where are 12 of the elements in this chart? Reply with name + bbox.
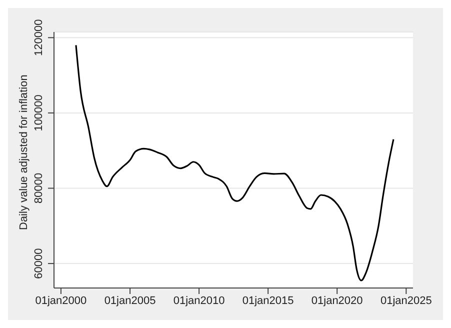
x-tick-label: 01jan2025 xyxy=(380,294,432,307)
y-axis-title: Daily value adjusted for inflation xyxy=(18,74,30,230)
x-tick-label: 01jan2015 xyxy=(242,294,294,307)
x-tick-label: 01jan2005 xyxy=(104,294,156,307)
x-tick-label: 01jan2000 xyxy=(35,294,87,307)
line-series xyxy=(75,44,394,282)
y-tick-label: 100000 xyxy=(33,94,45,132)
x-tick-label: 01jan2020 xyxy=(311,294,363,307)
y-tick-label: 120000 xyxy=(33,19,45,56)
x-tick-label: 01jan2010 xyxy=(173,294,225,307)
y-tick-label: 80000 xyxy=(33,172,45,204)
y-tick-label: 60000 xyxy=(33,248,45,279)
